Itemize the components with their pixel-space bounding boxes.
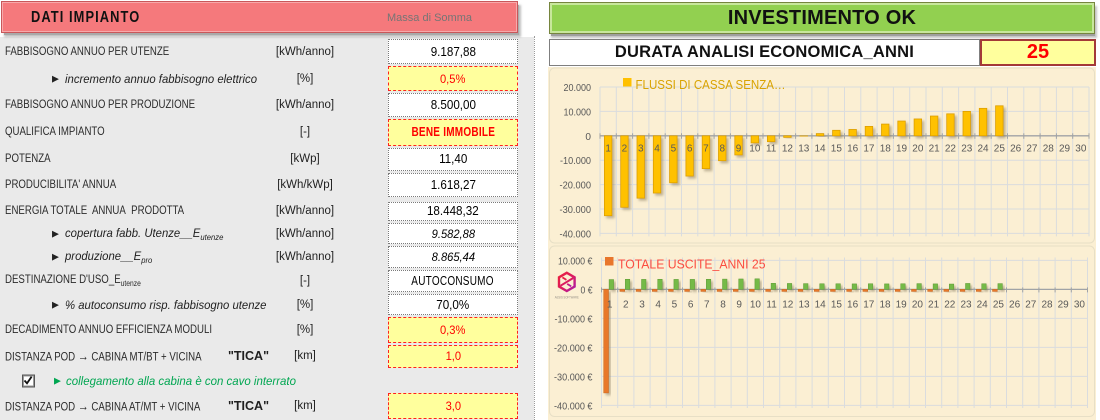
svg-text:23: 23	[960, 300, 972, 311]
svg-text:1: 1	[605, 144, 611, 155]
svg-text:19: 19	[896, 300, 908, 311]
svg-text:-30.000: -30.000	[560, 205, 592, 216]
svg-text:28: 28	[1043, 144, 1055, 155]
svg-text:-20.000: -20.000	[560, 181, 592, 192]
svg-text:4: 4	[654, 144, 660, 155]
svg-text:10.000: 10.000	[564, 107, 592, 118]
svg-text:15: 15	[831, 144, 843, 155]
svg-text:21: 21	[928, 300, 940, 311]
svg-text:FLUSSI DI CASSA SENZA…: FLUSSI DI CASSA SENZA…	[636, 78, 786, 92]
svg-text:20: 20	[912, 144, 924, 155]
svg-text:30: 30	[1075, 144, 1087, 155]
svg-text:27: 27	[1025, 300, 1037, 311]
svg-text:12: 12	[782, 300, 794, 311]
svg-text:20: 20	[912, 300, 924, 311]
svg-text:5: 5	[672, 300, 678, 311]
svg-text:30: 30	[1074, 300, 1086, 311]
svg-text:15: 15	[831, 300, 843, 311]
svg-text:29: 29	[1058, 300, 1070, 311]
svg-text:14: 14	[814, 144, 826, 155]
svg-text:9: 9	[736, 300, 742, 311]
svg-text:24: 24	[977, 300, 989, 311]
svg-text:21: 21	[929, 144, 941, 155]
svg-text:-10.000 €: -10.000 €	[555, 314, 593, 325]
svg-text:-20.000 €: -20.000 €	[554, 343, 593, 354]
svg-text:10: 10	[750, 300, 762, 311]
svg-text:3: 3	[638, 144, 644, 155]
svg-text:19: 19	[896, 144, 908, 155]
svg-text:-40.000: -40.000	[560, 229, 592, 240]
svg-text:12: 12	[782, 144, 794, 155]
svg-text:18: 18	[879, 300, 891, 311]
svg-text:16: 16	[847, 300, 859, 311]
svg-text:14: 14	[815, 300, 827, 311]
svg-text:17: 17	[863, 300, 875, 311]
svg-text:0 €: 0 €	[581, 285, 593, 296]
svg-text:11: 11	[766, 300, 777, 311]
svg-text:1: 1	[607, 300, 613, 311]
svg-text:-10.000: -10.000	[560, 156, 591, 167]
svg-text:26: 26	[1010, 144, 1022, 155]
svg-text:28: 28	[1041, 300, 1053, 311]
svg-text:9: 9	[736, 144, 742, 155]
svg-text:20.000: 20.000	[564, 83, 592, 94]
svg-text:11: 11	[766, 144, 777, 155]
svg-text:18: 18	[880, 144, 892, 155]
svg-text:22: 22	[945, 144, 957, 155]
svg-text:AESIS SOFTWARE: AESIS SOFTWARE	[555, 295, 579, 299]
svg-text:2: 2	[622, 144, 628, 155]
svg-text:24: 24	[977, 144, 989, 155]
svg-text:4: 4	[655, 300, 661, 311]
svg-text:27: 27	[1026, 144, 1038, 155]
svg-text:13: 13	[798, 300, 810, 311]
svg-text:7: 7	[703, 144, 709, 155]
svg-text:10.000 €: 10.000 €	[558, 256, 593, 267]
svg-text:13: 13	[798, 144, 810, 155]
svg-text:23: 23	[961, 144, 973, 155]
svg-text:-30.000 €: -30.000 €	[554, 372, 593, 383]
svg-text:25: 25	[993, 300, 1005, 311]
svg-text:8: 8	[719, 144, 725, 155]
svg-text:TOTALE USCITE_ANNI 25: TOTALE USCITE_ANNI 25	[618, 257, 766, 272]
svg-text:6: 6	[688, 300, 694, 311]
svg-text:-40.000 €: -40.000 €	[554, 401, 593, 412]
svg-text:0: 0	[585, 132, 591, 143]
svg-text:16: 16	[847, 144, 859, 155]
svg-text:2: 2	[623, 300, 629, 311]
svg-text:22: 22	[944, 300, 956, 311]
svg-text:29: 29	[1059, 144, 1071, 155]
svg-text:8: 8	[720, 300, 726, 311]
svg-text:6: 6	[687, 144, 693, 155]
svg-text:25: 25	[994, 144, 1006, 155]
svg-text:10: 10	[749, 144, 761, 155]
svg-text:26: 26	[1009, 300, 1021, 311]
svg-text:3: 3	[639, 300, 645, 311]
svg-text:17: 17	[863, 144, 875, 155]
svg-text:7: 7	[704, 300, 710, 311]
svg-text:5: 5	[671, 144, 677, 155]
